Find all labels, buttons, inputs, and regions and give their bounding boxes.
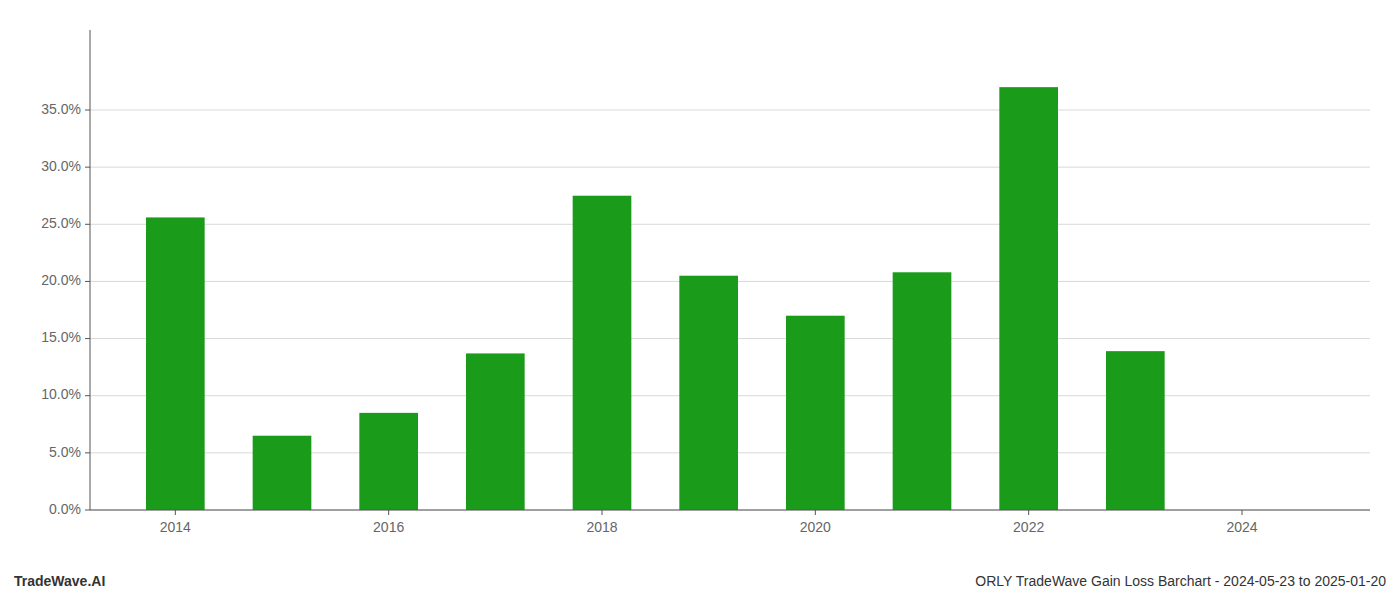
footer-left: TradeWave.AI (14, 573, 105, 589)
y-tick-label: 35.0% (41, 101, 81, 117)
axes: 0.0% 5.0% 10.0% 15.0% 20.0% 25.0% 30.0% 35.0% 20… (41, 30, 1370, 535)
bar (999, 87, 1058, 510)
y-tick (85, 395, 90, 396)
y-tick-label: 0.0% (49, 501, 81, 517)
x-tick (1242, 510, 1243, 515)
grid-line (90, 224, 1370, 225)
background (0, 0, 1400, 600)
x-tick (602, 510, 603, 515)
x-tick (175, 510, 176, 515)
y-tick (85, 224, 90, 225)
bar (359, 413, 418, 510)
y-tick (85, 510, 90, 511)
x-tick (388, 510, 389, 515)
x-tick-label: 2016 (373, 519, 404, 535)
grid-line (90, 110, 1370, 111)
grid-line (90, 510, 1370, 511)
x-tick (1028, 510, 1029, 515)
bar (253, 436, 312, 510)
x-tick-label: 2020 (800, 519, 831, 535)
y-tick-label: 15.0% (41, 329, 81, 345)
bar (1106, 351, 1165, 510)
bar (573, 196, 632, 510)
y-tick-label: 5.0% (49, 444, 81, 460)
bars (146, 87, 1165, 510)
x-axis-line (90, 510, 1370, 511)
x-tick-label: 2024 (1226, 519, 1257, 535)
x-tick-label: 2014 (160, 519, 191, 535)
y-tick-label: 25.0% (41, 215, 81, 231)
y-tick-label: 20.0% (41, 272, 81, 288)
footer: TradeWave.AI ORLY TradeWave Gain Loss Bar… (14, 573, 1386, 589)
y-axis-line (90, 30, 91, 510)
bar (786, 316, 845, 510)
bar (146, 217, 205, 510)
grid (90, 110, 1370, 510)
grid-line (90, 167, 1370, 168)
y-tick (85, 110, 90, 111)
x-tick-label: 2018 (586, 519, 617, 535)
x-tick-label: 2022 (1013, 519, 1044, 535)
y-tick-label: 30.0% (41, 158, 81, 174)
chart-svg: 0.0% 5.0% 10.0% 15.0% 20.0% 25.0% 30.0% 35.0% 20… (0, 0, 1400, 600)
y-tick (85, 281, 90, 282)
bar (466, 353, 525, 510)
bar (679, 276, 738, 510)
y-tick (85, 338, 90, 339)
footer-right: ORLY TradeWave Gain Loss Barchart - 2024… (975, 573, 1386, 589)
chart-container: 0.0% 5.0% 10.0% 15.0% 20.0% 25.0% 30.0% 35.0% 20… (0, 0, 1400, 600)
y-tick (85, 452, 90, 453)
x-tick (815, 510, 816, 515)
y-tick (85, 167, 90, 168)
y-tick-label: 10.0% (41, 386, 81, 402)
bar (893, 272, 952, 510)
